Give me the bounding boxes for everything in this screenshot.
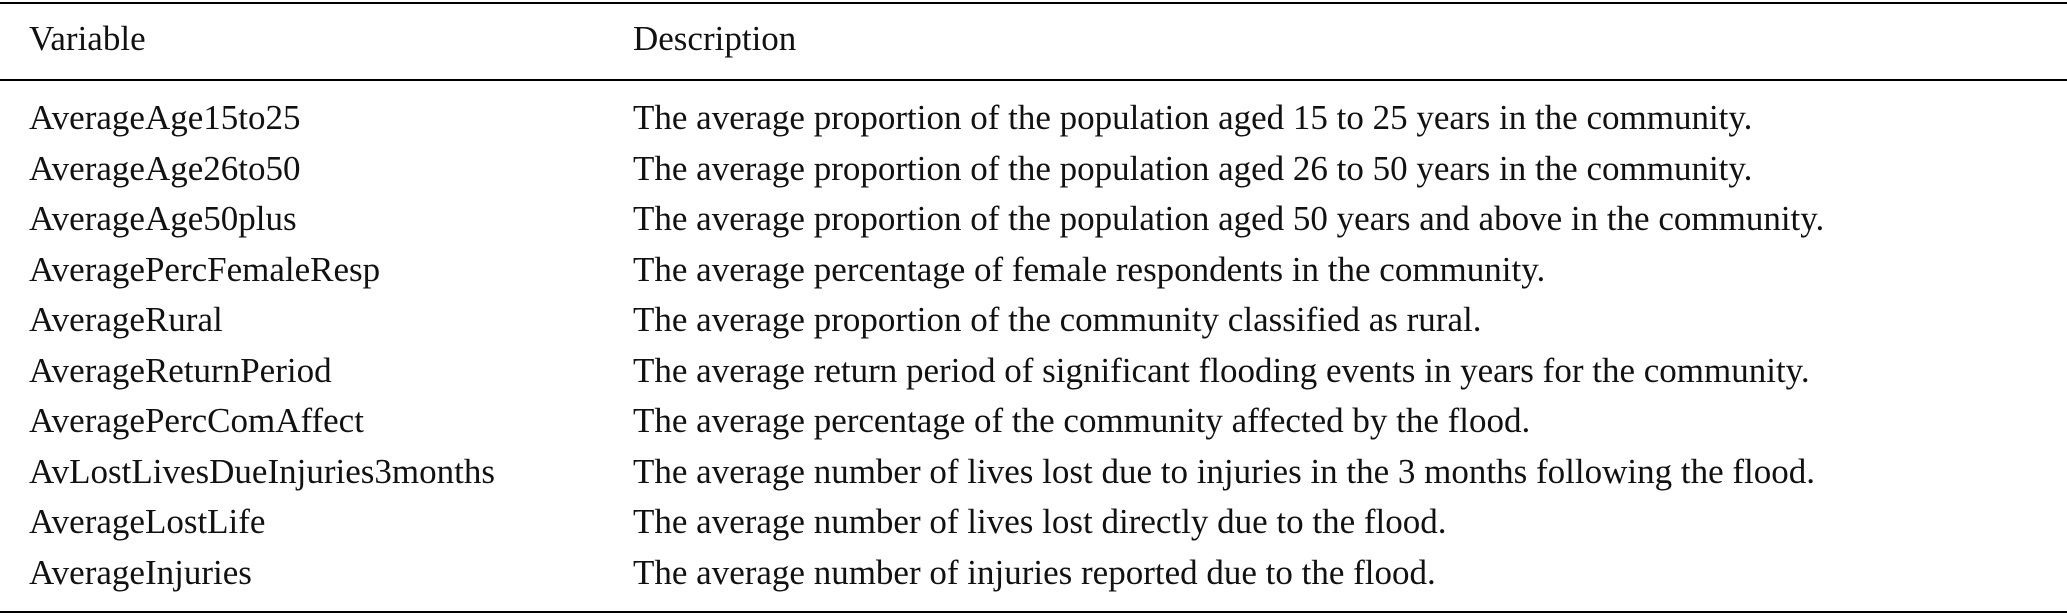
description-cell: The average percentage of the community … xyxy=(633,401,1531,440)
variable-cell: AvLostLivesDueInjuries3months xyxy=(29,451,495,491)
description-cell: The average proportion of the population… xyxy=(633,98,1753,137)
variable-cell: AverageAge50plus xyxy=(29,199,297,238)
description-cell: The average number of lives lost directl… xyxy=(633,502,1447,541)
header-cell: Description xyxy=(633,19,797,58)
header-cell: Variable xyxy=(29,19,146,58)
description-cell: The average return period of significant… xyxy=(633,350,1810,390)
bottom-rule xyxy=(0,611,2067,613)
header-rule xyxy=(0,79,2067,81)
description-cell: The average number of lives lost due to … xyxy=(633,451,1815,491)
description-cell: The average percentage of female respond… xyxy=(633,249,1546,289)
description-cell: The average proportion of the population… xyxy=(633,199,1825,238)
description-cell: The average proportion of the community … xyxy=(633,300,1482,339)
variable-cell: AverageInjuries xyxy=(29,552,252,592)
description-cell: The average proportion of the population… xyxy=(633,148,1753,188)
variable-cell: AverageAge15to25 xyxy=(29,98,301,137)
variable-cell: AverageRural xyxy=(29,300,223,339)
description-cell: The average number of injuries reported … xyxy=(633,552,1436,592)
variable-cell: AveragePercFemaleResp xyxy=(29,249,381,289)
top-rule xyxy=(0,2,2067,4)
variable-cell: AverageAge26to50 xyxy=(29,148,301,188)
variable-cell: AveragePercComAffect xyxy=(29,401,364,440)
variable-cell: AverageLostLife xyxy=(29,502,266,541)
variable-cell: AverageReturnPeriod xyxy=(29,350,332,390)
